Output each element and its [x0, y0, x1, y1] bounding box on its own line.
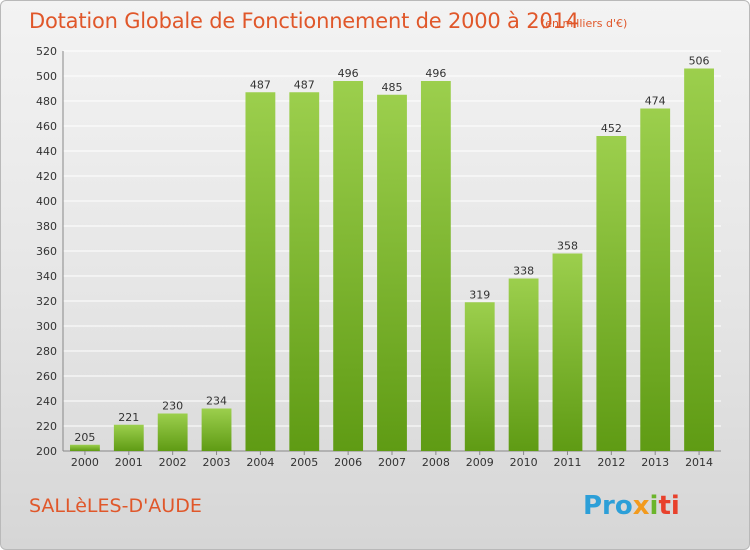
data-label-2006: 496	[338, 67, 359, 80]
logo-part: x	[632, 491, 650, 521]
bar-2002	[157, 413, 188, 451]
y-tick-label: 300	[36, 320, 57, 333]
logo-part: Pro	[583, 491, 633, 521]
bar-2013	[640, 108, 671, 451]
bar-2014	[684, 68, 714, 451]
bar-2004	[245, 92, 276, 451]
y-tick-label: 520	[36, 45, 57, 58]
bar-2008	[420, 81, 451, 451]
bar-2012	[596, 136, 627, 451]
y-tick-label: 380	[36, 220, 57, 233]
data-label-2003: 234	[206, 395, 227, 408]
data-label-2007: 485	[382, 81, 403, 94]
y-tick-label: 460	[36, 120, 57, 133]
x-tick-label: 2003	[203, 456, 231, 469]
y-tick-label: 200	[36, 445, 57, 458]
data-label-2009: 319	[469, 288, 490, 301]
chart-title: Dotation Globale de Fonctionnement de 20…	[29, 9, 579, 33]
data-label-2004: 487	[250, 78, 271, 91]
bar-2011	[552, 253, 583, 451]
x-tick-label: 2014	[685, 456, 713, 469]
y-tick-label: 420	[36, 170, 57, 183]
x-tick-label: 2013	[641, 456, 669, 469]
data-label-2012: 452	[601, 122, 622, 135]
y-tick-label: 260	[36, 370, 57, 383]
data-label-2014: 506	[689, 55, 710, 68]
data-label-2001: 221	[118, 411, 139, 424]
data-labels: 205 221 230 234 487 487 496 485 496 319 338 358 452 4…	[74, 55, 709, 444]
bar-2001	[113, 424, 144, 451]
bar-2009	[464, 302, 495, 451]
chart-subtitle: (en milliers d'€)	[541, 17, 628, 30]
proxiti-logo[interactable]: Proxiti	[583, 491, 680, 521]
bar-2005	[289, 92, 320, 451]
commune-name: SALLèLES-D'AUDE	[29, 495, 202, 517]
logo-part: i	[649, 491, 659, 521]
data-label-2000: 205	[74, 431, 95, 444]
bar-2003	[201, 408, 232, 451]
x-tick-label: 2007	[378, 456, 406, 469]
x-tick-label: 2010	[510, 456, 538, 469]
bar-2006	[333, 81, 364, 451]
data-label-2008: 496	[425, 67, 446, 80]
y-tick-label: 320	[36, 295, 57, 308]
data-label-2013: 474	[645, 95, 666, 108]
data-label-2005: 487	[294, 78, 315, 91]
bar-2000	[70, 444, 100, 451]
y-tick-label: 280	[36, 345, 57, 358]
data-label-2010: 338	[513, 265, 534, 278]
axes: 200 220 240 260 280 300 320 340 360 380 400 420 440 4…	[36, 45, 721, 469]
y-tick-label: 480	[36, 95, 57, 108]
x-tick-label: 2011	[553, 456, 581, 469]
bars	[70, 68, 714, 451]
x-tick-label: 2002	[159, 456, 187, 469]
y-tick-label: 240	[36, 395, 57, 408]
x-tick-label: 2005	[290, 456, 318, 469]
x-tick-label: 2004	[246, 456, 274, 469]
x-tick-label: 2006	[334, 456, 362, 469]
y-tick-label: 500	[36, 70, 57, 83]
bar-2007	[377, 94, 407, 451]
data-label-2002: 230	[162, 400, 183, 413]
y-tick-label: 340	[36, 270, 57, 283]
bar-2010	[508, 278, 539, 451]
x-tick-label: 2000	[71, 456, 99, 469]
y-tick-label: 440	[36, 145, 57, 158]
logo-part: ti	[658, 491, 680, 521]
y-tick-label: 400	[36, 195, 57, 208]
data-label-2011: 358	[557, 240, 578, 253]
x-tick-label: 2001	[115, 456, 143, 469]
x-tick-label: 2012	[597, 456, 625, 469]
x-tick-label: 2009	[466, 456, 494, 469]
x-tick-label: 2008	[422, 456, 450, 469]
y-tick-label: 360	[36, 245, 57, 258]
y-tick-label: 220	[36, 420, 57, 433]
